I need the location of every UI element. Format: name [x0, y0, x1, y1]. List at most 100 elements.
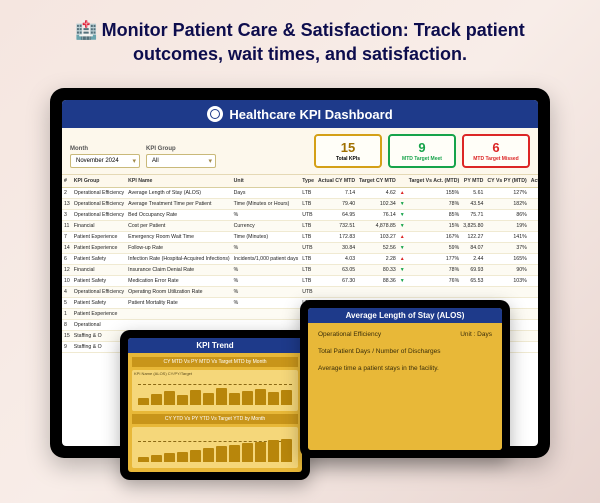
table-cell: Patient Safety — [72, 298, 126, 309]
table-row[interactable]: 7Patient ExperienceEmergency Room Wait T… — [62, 232, 538, 243]
table-cell: LTB — [300, 276, 316, 287]
bar — [255, 389, 266, 406]
bar — [190, 390, 201, 406]
table-cell — [126, 309, 232, 320]
kpigroup-select[interactable]: All — [146, 154, 216, 168]
col-header[interactable]: Unit — [232, 175, 301, 188]
table-cell: % — [232, 210, 301, 221]
table-row[interactable]: 14Patient ExperienceFollow-up Rate%UTB30… — [62, 243, 538, 254]
bar — [164, 453, 175, 462]
col-header[interactable]: CY Vs PY (MTD) — [485, 175, 528, 188]
kpi-missed-label: MTD Target Missed — [470, 156, 522, 162]
kpigroup-label: KPI Group — [146, 146, 216, 152]
kpi-meet-card: 9 MTD Target Meet — [388, 134, 456, 168]
trend-sub1: CY MTD Vs PY MTD Vs Target MTD by Month — [132, 357, 298, 367]
table-cell: Operational Efficiency — [72, 188, 126, 199]
table-cell: 8 — [62, 320, 72, 331]
table-cell: LTB — [300, 254, 316, 265]
month-filter: Month November 2024 — [70, 146, 140, 168]
col-header[interactable]: Target CY MTD — [357, 175, 398, 188]
table-cell: Financial — [72, 221, 126, 232]
table-cell: Average Treatment Time per Patient — [126, 199, 232, 210]
table-cell: 32.54 — [529, 254, 538, 265]
table-cell — [232, 320, 301, 331]
bar — [190, 450, 201, 463]
table-cell: 13 — [62, 199, 72, 210]
col-header[interactable]: KPI Name — [126, 175, 232, 188]
col-header[interactable]: Type — [300, 175, 316, 188]
table-cell: Operational Efficiency — [72, 199, 126, 210]
table-cell — [316, 287, 357, 298]
table-cell: 65.53 — [461, 276, 485, 287]
table-cell: 1 — [62, 309, 72, 320]
table-cell: 167% — [407, 232, 461, 243]
table-cell: 2.44 — [461, 254, 485, 265]
table-cell: 103.27 — [357, 232, 398, 243]
table-cell: 15 — [62, 331, 72, 342]
table-cell: 732.51 — [316, 221, 357, 232]
table-cell: UTB — [300, 210, 316, 221]
col-header[interactable]: Target Vs Act. (MTD) — [407, 175, 461, 188]
bar — [203, 393, 214, 406]
table-cell: 86% — [485, 210, 528, 221]
table-cell: ▼ — [398, 265, 407, 276]
table-cell: ▲ — [398, 232, 407, 243]
col-header[interactable]: Actual CY MTD — [316, 175, 357, 188]
table-cell: 76% — [407, 276, 461, 287]
table-cell — [398, 287, 407, 298]
month-label: Month — [70, 146, 140, 152]
table-cell: 59% — [407, 243, 461, 254]
table-cell: 10 — [62, 276, 72, 287]
headline-text: Monitor Patient Care & Satisfaction: Tra… — [102, 20, 525, 64]
table-cell: 165% — [485, 254, 528, 265]
bar — [229, 445, 240, 463]
table-row[interactable]: 13Operational EfficiencyAverage Treatmen… — [62, 199, 538, 210]
bar — [242, 391, 253, 406]
table-row[interactable]: 10Patient SafetyMedication Error Rate%LT… — [62, 276, 538, 287]
alos-tablet-frame: Average Length of Stay (ALOS) Operationa… — [300, 300, 510, 458]
col-header[interactable]: # — [62, 175, 72, 188]
bar — [268, 440, 279, 462]
table-row[interactable]: 4Operational EfficiencyOperating Room Ut… — [62, 287, 538, 298]
table-cell: 1,262.30 — [529, 232, 538, 243]
month-select[interactable]: November 2024 — [70, 154, 140, 168]
kpi-total-label: Total KPIs — [322, 156, 374, 162]
table-cell: 63.05 — [316, 265, 357, 276]
table-cell: % — [232, 243, 301, 254]
table-cell: 85% — [407, 210, 461, 221]
table-cell: Operating Room Utilization Rate — [126, 287, 232, 298]
table-cell: 91.06 — [529, 309, 538, 320]
table-cell: 78% — [407, 265, 461, 276]
table-cell: LTB — [300, 232, 316, 243]
col-header[interactable]: Actual CY YTD — [529, 175, 538, 188]
table-cell: Patient Safety — [72, 276, 126, 287]
table-cell: 177% — [407, 254, 461, 265]
col-header[interactable]: PY MTD — [461, 175, 485, 188]
table-cell: 758.39 — [529, 320, 538, 331]
table-cell: 90% — [485, 265, 528, 276]
table-cell: Time (Minutes) — [232, 232, 301, 243]
table-cell: 37% — [485, 243, 528, 254]
table-cell: 786.87 — [529, 265, 538, 276]
trend-screen: KPI Trend CY MTD Vs PY MTD Vs Target MTD… — [128, 338, 302, 472]
col-header[interactable] — [398, 175, 407, 188]
table-cell: % — [232, 298, 301, 309]
col-header[interactable]: KPI Group — [72, 175, 126, 188]
table-row[interactable]: 3Operational EfficiencyBed Occupancy Rat… — [62, 210, 538, 221]
table-cell: ▲ — [398, 254, 407, 265]
table-row[interactable]: 6Patient SafetyInfection Rate (Hospital-… — [62, 254, 538, 265]
table-cell: Days — [232, 188, 301, 199]
table-cell: 103% — [485, 276, 528, 287]
table-cell: Financial — [72, 265, 126, 276]
table-cell: 33,778.65 — [529, 221, 538, 232]
table-row[interactable]: 11FinancialCost per PatientCurrencyLTB73… — [62, 221, 538, 232]
table-cell: ▲ — [398, 188, 407, 199]
bar — [177, 395, 188, 405]
table-cell: LTB — [300, 199, 316, 210]
table-row[interactable]: 2Operational EfficiencyAverage Length of… — [62, 188, 538, 199]
table-cell: 64.95 — [316, 210, 357, 221]
table-row[interactable]: 12FinancialInsurance Claim Denial Rate%L… — [62, 265, 538, 276]
table-cell: 79.40 — [316, 199, 357, 210]
table-cell: 565.75 — [529, 243, 538, 254]
table-cell: Incidents/1,000 patient days — [232, 254, 301, 265]
